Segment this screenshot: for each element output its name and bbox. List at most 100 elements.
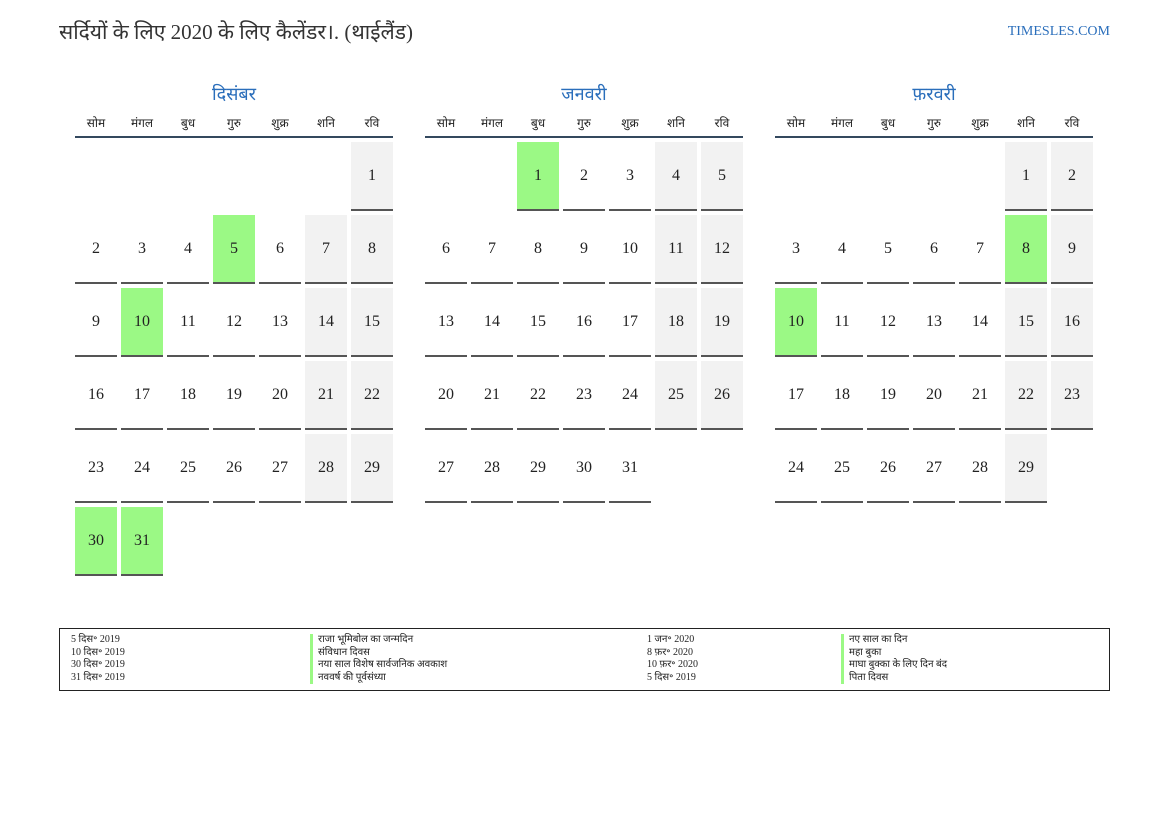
legend-date: 1 जन॰ 2020 — [647, 634, 695, 645]
weekday-label: शनि — [667, 115, 685, 130]
day-cell: 8 — [517, 215, 559, 284]
weekday-label: मंगल — [830, 115, 854, 130]
day-cell: 20 — [259, 361, 301, 430]
legend-date: 8 फ़र॰ 2020 — [647, 646, 694, 658]
weekday-label: सोम — [86, 115, 106, 130]
day-cell: 5 — [867, 215, 909, 284]
day-cell: 1 — [351, 142, 393, 211]
legend-date: 30 दिस॰ 2019 — [71, 659, 125, 670]
weekday-label: शुक्र — [621, 115, 639, 130]
day-cell: 31 — [609, 434, 651, 503]
day-cell: 20 — [913, 361, 955, 430]
day-cell: 17 — [775, 361, 817, 430]
day-cell: 2 — [75, 215, 117, 284]
weekday-label: बुध — [880, 115, 896, 130]
day-cell: 6 — [913, 215, 955, 284]
day-grid: 1 2 3 4 5 6 7 8 9 10 11 12 13 14 15 16 17 18 19 20 21 22 23 24 2… — [75, 142, 393, 576]
day-cell: 7 — [959, 215, 1001, 284]
day-cell: 16 — [75, 361, 117, 430]
day-cell: 19 — [701, 288, 743, 357]
day-cell: 28 — [959, 434, 1001, 503]
empty-cell — [213, 142, 255, 211]
legend-holiday-name: माघा बुक्का के लिए दिन बंद — [841, 659, 947, 672]
empty-cell — [121, 142, 163, 211]
day-cell: 12 — [701, 215, 743, 284]
day-cell: 23 — [563, 361, 605, 430]
weekday-label: मंगल — [130, 115, 154, 130]
day-cell: 25 — [655, 361, 697, 430]
empty-cell — [305, 142, 347, 211]
empty-cell — [913, 142, 955, 211]
day-cell: 17 — [609, 288, 651, 357]
day-cell: 2 — [1051, 142, 1093, 211]
day-cell: 25 — [821, 434, 863, 503]
site-link[interactable]: TIMESLES.COM — [1007, 24, 1110, 39]
day-cell: 23 — [75, 434, 117, 503]
day-cell: 13 — [259, 288, 301, 357]
day-grid: 1 2 3 4 5 6 7 8 9 10 11 12 13 14 15 16 17 18 19 20 21 22 23 24 2… — [425, 142, 743, 503]
day-cell: 26 — [701, 361, 743, 430]
day-cell: 10 — [609, 215, 651, 284]
holiday-day-cell: 10 — [121, 288, 163, 357]
day-cell: 11 — [821, 288, 863, 357]
day-cell: 27 — [425, 434, 467, 503]
day-cell: 3 — [121, 215, 163, 284]
empty-cell — [75, 142, 117, 211]
weekday-label: रवि — [1064, 115, 1080, 130]
day-cell: 29 — [351, 434, 393, 503]
day-cell: 6 — [425, 215, 467, 284]
day-cell: 30 — [563, 434, 605, 503]
day-cell: 21 — [471, 361, 513, 430]
weekday-header: सोम मंगल बुध गुरु शुक्र शनि रवि — [75, 108, 393, 138]
month-december: दिसंबर सोम मंगल बुध गुरु शुक्र शनि रवि 1… — [75, 82, 393, 576]
day-cell: 15 — [517, 288, 559, 357]
weekday-label: सोम — [436, 115, 456, 130]
day-cell: 1 — [1005, 142, 1047, 211]
day-cell: 11 — [167, 288, 209, 357]
day-cell: 5 — [701, 142, 743, 211]
day-cell: 27 — [913, 434, 955, 503]
day-cell: 24 — [121, 434, 163, 503]
month-february: फ़रवरी सोम मंगल बुध गुरु शुक्र शनि रवि 1… — [775, 82, 1093, 503]
day-cell: 2 — [563, 142, 605, 211]
legend-holiday-name: नया साल विशेष सार्वजनिक अवकाश — [310, 659, 447, 672]
day-cell: 12 — [867, 288, 909, 357]
day-cell: 9 — [1051, 215, 1093, 284]
day-cell: 14 — [305, 288, 347, 357]
empty-cell — [867, 142, 909, 211]
legend-holiday-name: महा बुका — [841, 646, 881, 659]
day-cell: 14 — [959, 288, 1001, 357]
legend-holiday-name: संविधान दिवस — [310, 646, 370, 659]
day-cell: 27 — [259, 434, 301, 503]
day-cell: 16 — [563, 288, 605, 357]
day-cell: 19 — [867, 361, 909, 430]
weekday-label: शुक्र — [971, 115, 989, 130]
day-cell: 18 — [821, 361, 863, 430]
day-cell: 6 — [259, 215, 301, 284]
empty-cell — [167, 142, 209, 211]
legend-date: 5 दिस॰ 2019 — [647, 671, 696, 683]
holiday-day-cell: 5 — [213, 215, 255, 284]
day-cell: 9 — [563, 215, 605, 284]
day-cell: 22 — [517, 361, 559, 430]
day-cell: 15 — [1005, 288, 1047, 357]
legend-date: 5 दिस॰ 2019 — [71, 634, 120, 645]
day-cell: 17 — [121, 361, 163, 430]
page-title: सर्दियों के लिए 2020 के लिए कैलेंडर।. (थ… — [59, 20, 414, 44]
month-title: दिसंबर — [211, 84, 257, 104]
day-cell: 16 — [1051, 288, 1093, 357]
day-cell: 4 — [655, 142, 697, 211]
legend-holiday-name: नए साल का दिन — [841, 634, 907, 647]
empty-cell — [775, 142, 817, 211]
day-cell: 26 — [867, 434, 909, 503]
legend-holiday-name: पिता दिवस — [841, 671, 888, 684]
day-cell: 14 — [471, 288, 513, 357]
day-cell: 4 — [167, 215, 209, 284]
day-cell: 18 — [655, 288, 697, 357]
day-cell: 28 — [305, 434, 347, 503]
day-cell: 24 — [775, 434, 817, 503]
holiday-legend: 5 दिस॰ 2019 10 दिस॰ 2019 30 दिस॰ 2019 31… — [59, 628, 1110, 691]
day-cell: 21 — [305, 361, 347, 430]
day-cell: 28 — [471, 434, 513, 503]
